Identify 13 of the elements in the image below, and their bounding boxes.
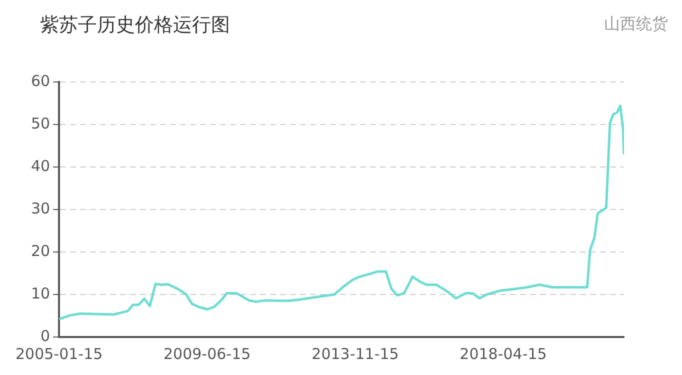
x-tick-label: 2009-06-15 xyxy=(163,344,251,363)
x-tick-label: 2018-04-15 xyxy=(460,344,547,363)
y-tick-label: 10 xyxy=(30,284,50,302)
y-tick-label: 30 xyxy=(30,199,50,218)
y-tick-label: 40 xyxy=(30,156,50,175)
chart-subtitle: 山西统货 xyxy=(604,14,668,35)
x-tick-label: 2013-11-15 xyxy=(312,344,399,363)
chart-title: 紫苏子历史价格运行图 xyxy=(40,13,230,38)
y-tick-label: 0 xyxy=(40,326,50,345)
y-tick-label: 20 xyxy=(30,242,50,260)
y-tick-label: 60 xyxy=(30,72,50,90)
x-tick-label: 2005-01-15 xyxy=(15,344,103,363)
y-tick-label: 50 xyxy=(30,114,50,132)
